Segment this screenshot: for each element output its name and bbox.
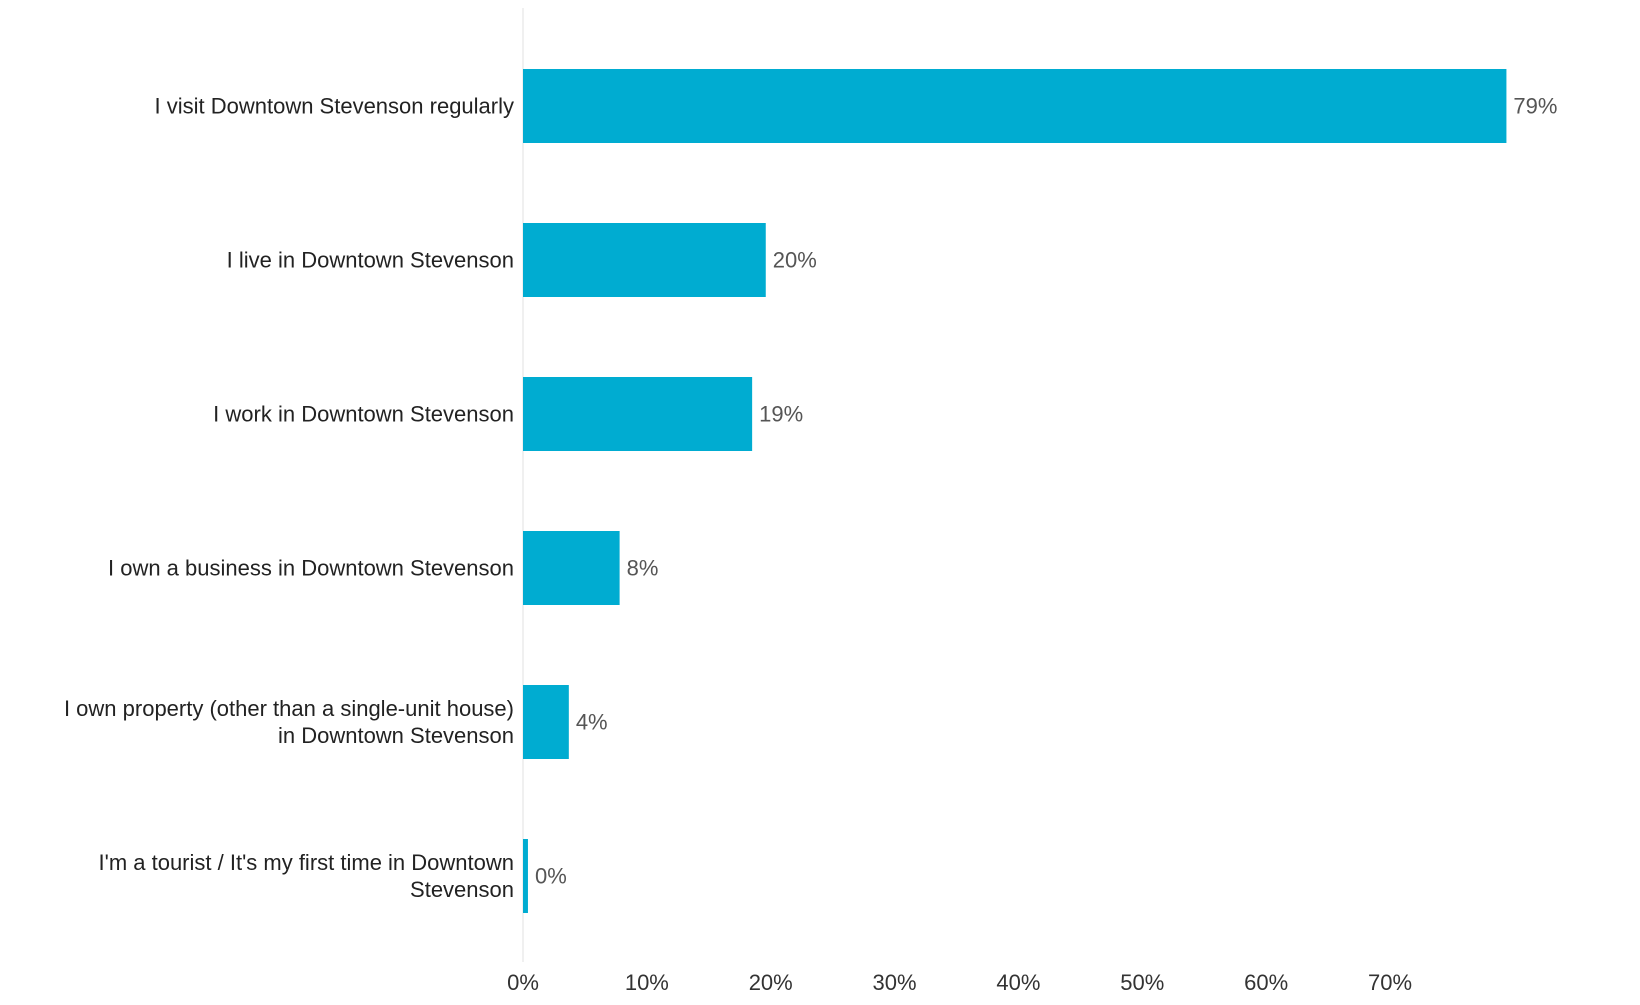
x-tick-label: 70% [1368,970,1412,995]
bar-value-label: 8% [627,556,659,581]
x-tick-label: 40% [996,970,1040,995]
bar [523,685,569,759]
bar-value-label: 0% [535,864,567,889]
category-label: Stevenson [410,877,514,902]
x-tick-label: 10% [625,970,669,995]
bar-value-label: 20% [773,248,817,273]
category-label: I'm a tourist / It's my first time in Do… [99,850,515,875]
category-label: I own a business in Downtown Stevenson [108,556,514,581]
bar-value-label: 4% [576,710,608,735]
bar [523,839,528,913]
category-label: I live in Downtown Stevenson [227,248,514,273]
bar [523,223,766,297]
bar-value-label: 19% [759,402,803,427]
x-tick-label: 30% [873,970,917,995]
bar [523,531,620,605]
x-tick-label: 60% [1244,970,1288,995]
category-label: I own property (other than a single-unit… [64,696,514,721]
bar-value-label: 79% [1513,94,1557,119]
category-label: I visit Downtown Stevenson regularly [155,94,515,119]
bar [523,69,1507,143]
category-label: in Downtown Stevenson [278,723,514,748]
category-label: I work in Downtown Stevenson [213,402,514,427]
x-tick-label: 0% [507,970,539,995]
bar [523,377,753,451]
x-tick-label: 20% [749,970,793,995]
x-tick-label: 50% [1120,970,1164,995]
